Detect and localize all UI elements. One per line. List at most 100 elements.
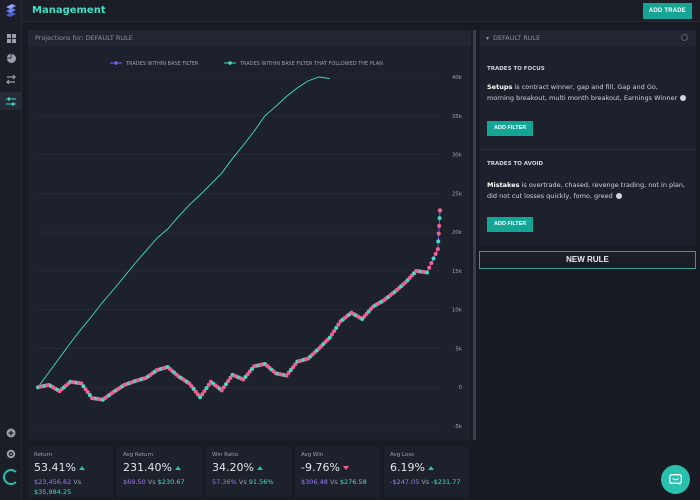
stat-compare-vs: Vs: [421, 478, 430, 486]
stat-card: Avg Loss 6.19% -$247.05 Vs -$231.77: [384, 447, 469, 497]
legend-label: TRADES WITHIN BASE FILTER THAT FOLLOWED …: [239, 61, 383, 67]
y-tick-label: 40k: [452, 75, 463, 81]
data-point: [436, 239, 441, 244]
stat-compare-plan: $230.67: [157, 478, 185, 486]
stat-card: Return 53.41% $23,456.62 Vs $35,984.25: [28, 447, 113, 497]
chevron-down-icon[interactable]: ▾: [486, 35, 490, 42]
stat-value: 34.20%: [212, 461, 285, 474]
info-icon[interactable]: [680, 94, 687, 101]
data-point: [327, 335, 332, 340]
add-circle-icon[interactable]: [5, 427, 17, 439]
y-tick-label: 0: [459, 385, 463, 391]
data-point: [427, 265, 432, 270]
user-avatar[interactable]: [3, 469, 19, 485]
avoid-label: Mistakes: [487, 181, 520, 189]
stat-compare-base: 57.36%: [212, 478, 237, 486]
data-point: [291, 365, 296, 370]
focus-description: Setups is contract winner, gap and fill,…: [487, 82, 687, 104]
exchange-arrows-icon[interactable]: [5, 73, 17, 85]
chat-icon: [669, 473, 682, 485]
stat-value: 6.19%: [390, 461, 463, 474]
data-point: [336, 322, 341, 327]
app-logo-icon[interactable]: [4, 3, 18, 19]
legend-marker: [228, 61, 232, 65]
data-point: [193, 389, 198, 394]
data-point: [204, 385, 209, 390]
avoid-section-title: TRADES TO AVOID: [487, 161, 544, 167]
data-point: [228, 375, 233, 380]
stat-compare: $23,456.62 Vs $35,984.25: [34, 477, 107, 497]
stat-value: 231.40%: [123, 461, 196, 474]
data-point: [85, 390, 90, 395]
focus-label: Setups: [487, 83, 513, 91]
data-point: [284, 373, 289, 378]
pie-chart-icon[interactable]: [5, 52, 17, 64]
info-icon[interactable]: [615, 192, 622, 199]
data-point: [286, 370, 291, 375]
data-point: [202, 389, 207, 394]
y-tick-label: 30k: [452, 153, 463, 159]
rule-header[interactable]: ▾ DEFAULT RULE: [480, 30, 696, 46]
stat-compare-vs: Vs: [238, 478, 247, 486]
y-tick-label: 15k: [452, 269, 463, 275]
stat-value-text: -9.76%: [301, 461, 340, 474]
data-point: [241, 377, 246, 382]
stat-compare: $69.50 Vs $230.67: [123, 477, 196, 487]
settings-gear-icon[interactable]: [5, 448, 17, 460]
stat-label: Avg Return: [123, 452, 154, 458]
add-trade-button[interactable]: ADD TRADE: [642, 3, 692, 19]
stat-card: Win Ratio 34.20% 57.36% Vs 91.56%: [206, 447, 291, 497]
stat-value-text: 6.19%: [390, 461, 425, 474]
chart-panel-header: Projections for: DEFAULT RULE: [28, 30, 471, 46]
data-point: [425, 270, 430, 275]
data-point: [433, 251, 438, 256]
stat-compare-base: $69.50: [123, 478, 146, 486]
trend-up-icon: [78, 465, 85, 470]
data-point: [429, 261, 434, 266]
section-divider: [480, 149, 696, 150]
dashboard-grid-icon[interactable]: [5, 32, 17, 44]
stat-compare-plan: $276.58: [339, 478, 367, 486]
stat-value: 53.41%: [34, 461, 107, 474]
data-point: [243, 374, 248, 379]
data-point: [436, 231, 441, 236]
page-title: Management: [32, 5, 106, 16]
add-focus-filter-button[interactable]: ADD FILTER: [487, 121, 534, 136]
stat-label: Return: [34, 452, 53, 458]
data-point: [206, 382, 211, 387]
sliders-icon[interactable]: [0, 92, 22, 110]
trend-up-icon: [174, 465, 181, 470]
stat-compare-base: -$247.05: [390, 478, 420, 486]
data-point: [87, 393, 92, 398]
stat-value-text: 53.41%: [34, 461, 76, 474]
trend-down-icon: [342, 465, 349, 470]
chat-support-button[interactable]: [661, 465, 690, 494]
stat-compare-vs: Vs: [329, 478, 338, 486]
vertical-scrollbar[interactable]: [473, 30, 476, 440]
series-line-followed-plan: [37, 76, 330, 388]
data-point: [226, 379, 231, 384]
y-tick-label: 10k: [452, 308, 463, 314]
y-tick-label: 35k: [452, 114, 463, 120]
add-avoid-filter-button[interactable]: ADD FILTER: [487, 217, 534, 232]
avoid-text: is overtrade, chased, revenge trading, n…: [487, 181, 686, 200]
stat-value-text: 34.20%: [212, 461, 254, 474]
stat-card: Avg Return 231.40% $69.50 Vs $230.67: [117, 447, 202, 497]
rule-panel: ▾ DEFAULT RULE TRADES TO FOCUS Setups is …: [480, 30, 696, 245]
y-tick-label: 25k: [452, 191, 463, 197]
gear-icon[interactable]: [681, 34, 688, 41]
stat-compare-base: $306.48: [301, 478, 328, 486]
rule-name: DEFAULT RULE: [493, 34, 541, 42]
stat-compare: -$247.05 Vs -$231.77: [390, 477, 463, 487]
data-point: [81, 384, 86, 389]
projection-chart: 40k 35k 30k 25k 20k 15k 10k 5k 0 -5k TRADES WITHIN…: [36, 61, 463, 430]
new-rule-button[interactable]: NEW RULE: [479, 251, 696, 269]
data-point: [334, 325, 339, 330]
data-point: [224, 382, 229, 387]
data-point: [437, 208, 443, 213]
trend-up-icon: [256, 465, 263, 470]
data-point: [329, 332, 334, 337]
stat-compare-plan: 91.56%: [248, 478, 274, 486]
focus-text: is contract winner, gap and fill, Gap an…: [487, 83, 678, 102]
data-point: [435, 247, 440, 252]
